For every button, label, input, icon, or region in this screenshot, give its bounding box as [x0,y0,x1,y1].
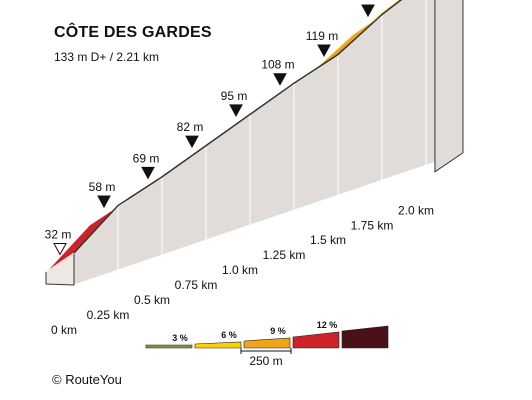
elevation-marker-6 [317,44,331,58]
legend-swatch-2 [243,337,291,349]
profile-wall-7 [381,0,427,181]
elevation-marker-1 [97,195,111,209]
elevation-marker-0 [53,243,67,256]
routeyou-copyright: © RouteYou [52,372,122,387]
legend-swatch-3 [292,331,340,349]
profile-wall-4 [249,82,295,226]
elevation-marker-5 [273,73,287,86]
gradient-legend: 3 % 6 % 9 % 12 % 250 m [145,320,389,368]
elevation-label-6: 119 m [306,29,338,43]
elevation-label-4: 95 m [221,89,248,103]
legend-swatch-1 [194,341,242,349]
legend-label-1: 6 % [221,330,237,340]
distance-tick-3: 0.75 km [175,278,218,292]
profile-wall-5 [293,53,339,211]
legend-label-0: 3 % [172,333,188,343]
elevation-markers [53,4,375,256]
distance-tick-4: 1.0 km [222,263,258,277]
elevation-marker-7 [361,4,375,18]
distance-tick-0: 0 km [51,323,77,337]
elevation-label-3: 82 m [177,120,204,134]
distance-tick-labels: 0 km 0.25 km 0.5 km 0.75 km 1.0 km 1.25 km 1.5… [51,203,434,337]
elevation-label-0: 32 m [45,228,72,242]
legend-swatch-0 [145,344,193,349]
scale-bar-label: 250 m [249,354,282,368]
elevation-label-2: 69 m [133,151,160,165]
distance-tick-1: 0.25 km [87,308,130,322]
profile-top-outline [73,0,403,254]
profile-walls [45,0,464,286]
distance-tick-6: 1.5 km [310,233,346,247]
climb-stats: 133 m D+ / 2.21 km [54,50,160,64]
distance-tick-7: 1.75 km [351,218,394,232]
profile-end-wall [434,0,464,173]
legend-swatch-4 [341,325,389,349]
elevation-label-7: 139 m [349,0,382,3]
distance-tick-2: 0.5 km [134,293,170,307]
elevation-label-1: 58 m [89,180,116,194]
elevation-marker-2 [141,166,155,180]
elevation-marker-3 [185,135,199,149]
elevation-label-5: 108 m [261,58,294,72]
legend-label-3: 12 % [317,320,338,330]
distance-tick-8: 2.0 km [398,203,434,217]
legend-label-2: 9 % [270,326,286,336]
profile-sections [45,0,403,273]
climb-title: CÔTE DES GARDES [54,24,212,41]
elevation-marker-4 [229,104,243,117]
profile-wall-3 [205,113,251,241]
distance-tick-5: 1.25 km [263,248,306,262]
